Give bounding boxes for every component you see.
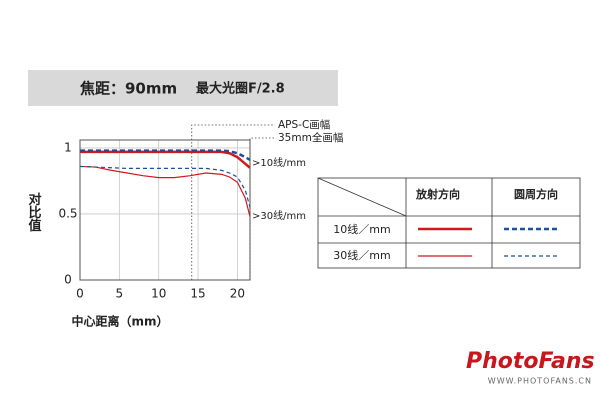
legend-row: 10线／mm — [333, 222, 390, 236]
x-tick-label: 0 — [76, 287, 84, 301]
x-tick-label: 15 — [190, 287, 205, 301]
series-line — [79, 165, 251, 217]
y-tick-label: 1 — [64, 140, 72, 154]
y-tick-label: 0 — [64, 273, 72, 287]
plot-frame — [79, 139, 251, 281]
watermark-logo: PhotoFans — [466, 349, 595, 374]
x-axis-label: 中心距离（mm） — [71, 314, 168, 329]
marker-line — [249, 137, 275, 280]
series-line — [80, 150, 251, 169]
series-line — [79, 165, 251, 208]
series-line — [80, 149, 251, 161]
legend-col: 圆周方向 — [514, 187, 558, 201]
annotation: >10线/mm — [252, 156, 306, 169]
legend-row: 30线／mm — [333, 248, 390, 262]
annotation: >30线/mm — [252, 209, 306, 222]
y-axis-label: 对比值 — [26, 192, 42, 233]
x-tick-label: 20 — [230, 287, 245, 301]
header-bar — [28, 70, 338, 106]
legend-table — [317, 177, 581, 269]
header-focal: 焦距：90mm — [79, 80, 177, 98]
watermark-url: WWW.PHOTOFANS.CN — [488, 377, 592, 386]
marker-line — [191, 124, 275, 280]
x-tick-label: 5 — [116, 287, 124, 301]
header-aperture: 最大光圈F/2.8 — [196, 81, 285, 97]
marker-label: APS-C画幅 — [278, 118, 330, 131]
x-tick-label: 10 — [151, 287, 166, 301]
legend-col: 放射方向 — [415, 187, 460, 201]
marker-label: 35mm全画幅 — [278, 131, 343, 144]
y-tick-label: 0.5 — [58, 206, 77, 220]
